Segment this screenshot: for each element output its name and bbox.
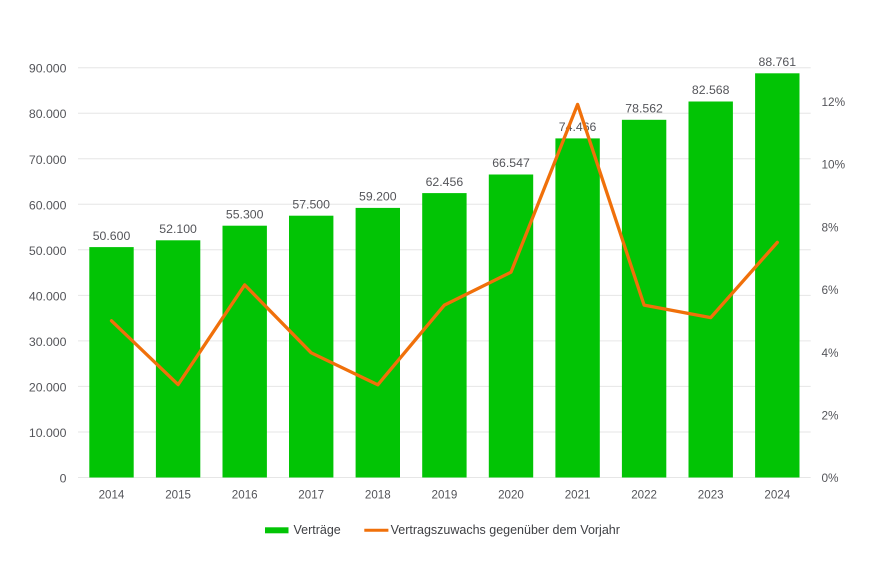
svg-text:2018: 2018 bbox=[365, 489, 391, 502]
svg-text:40.000: 40.000 bbox=[29, 289, 67, 303]
svg-text:30.000: 30.000 bbox=[29, 335, 67, 349]
svg-text:2019: 2019 bbox=[432, 489, 458, 502]
svg-text:59.200: 59.200 bbox=[359, 190, 397, 204]
svg-text:2020: 2020 bbox=[498, 489, 524, 502]
svg-text:78.562: 78.562 bbox=[625, 102, 663, 116]
svg-text:82.568: 82.568 bbox=[692, 83, 730, 97]
svg-text:74.466: 74.466 bbox=[559, 120, 597, 134]
svg-text:2022: 2022 bbox=[631, 489, 657, 502]
svg-text:2014: 2014 bbox=[99, 489, 125, 502]
svg-text:2021: 2021 bbox=[565, 489, 591, 502]
svg-text:Verträge: Verträge bbox=[294, 523, 341, 537]
svg-text:60.000: 60.000 bbox=[29, 198, 67, 212]
svg-text:2%: 2% bbox=[822, 409, 840, 423]
svg-text:50.000: 50.000 bbox=[29, 244, 67, 258]
svg-text:12%: 12% bbox=[822, 95, 846, 109]
svg-text:4%: 4% bbox=[822, 346, 840, 360]
svg-text:80.000: 80.000 bbox=[29, 107, 67, 121]
svg-text:6%: 6% bbox=[822, 283, 840, 297]
svg-text:10.000: 10.000 bbox=[29, 426, 67, 440]
svg-text:0: 0 bbox=[60, 472, 67, 486]
svg-text:62.456: 62.456 bbox=[426, 175, 464, 189]
svg-text:66.547: 66.547 bbox=[492, 156, 530, 170]
svg-text:52.100: 52.100 bbox=[159, 222, 197, 236]
svg-text:2017: 2017 bbox=[298, 489, 324, 502]
svg-text:55.300: 55.300 bbox=[226, 207, 264, 221]
svg-text:Vertragszuwachs gegenüber dem: Vertragszuwachs gegenüber dem Vorjahr bbox=[391, 523, 620, 537]
svg-text:2023: 2023 bbox=[698, 489, 724, 502]
svg-text:8%: 8% bbox=[822, 220, 840, 234]
svg-text:90.000: 90.000 bbox=[29, 62, 67, 76]
svg-text:57.500: 57.500 bbox=[292, 197, 330, 211]
svg-text:2016: 2016 bbox=[232, 489, 258, 502]
svg-text:10%: 10% bbox=[822, 158, 846, 172]
svg-text:50.600: 50.600 bbox=[93, 229, 131, 243]
svg-text:2015: 2015 bbox=[165, 489, 191, 502]
svg-text:20.000: 20.000 bbox=[29, 380, 67, 394]
svg-text:70.000: 70.000 bbox=[29, 153, 67, 167]
svg-text:88.761: 88.761 bbox=[758, 55, 796, 69]
svg-text:2024: 2024 bbox=[764, 489, 790, 502]
svg-text:0%: 0% bbox=[822, 471, 840, 485]
